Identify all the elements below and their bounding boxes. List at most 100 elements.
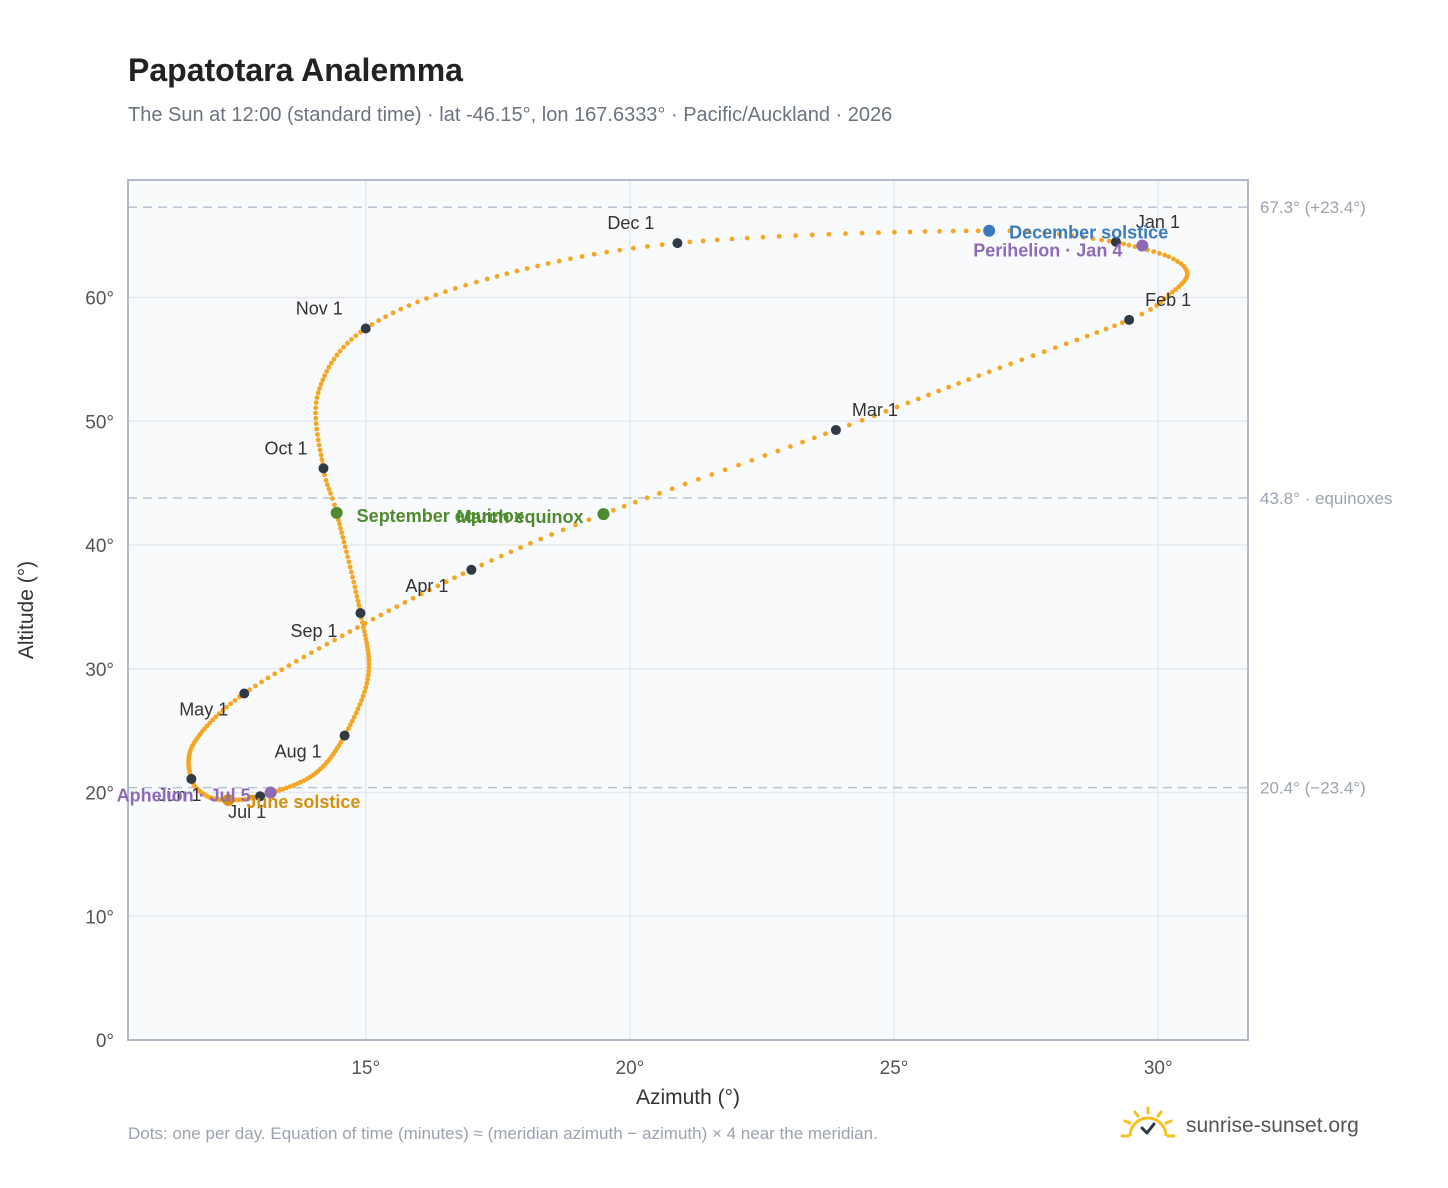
daily-dot bbox=[331, 356, 337, 362]
daily-dot bbox=[324, 482, 330, 488]
event-marker bbox=[264, 786, 277, 799]
daily-dot bbox=[695, 476, 701, 482]
daily-dot bbox=[318, 381, 324, 387]
event-marker bbox=[222, 793, 235, 806]
daily-dot bbox=[956, 380, 962, 386]
daily-dot bbox=[322, 373, 328, 379]
daily-dot bbox=[341, 539, 347, 545]
daily-dot bbox=[573, 522, 578, 528]
daily-dot bbox=[353, 710, 359, 716]
daily-dot bbox=[568, 256, 573, 262]
daily-dot bbox=[352, 584, 358, 590]
month-label: Dec 1 bbox=[607, 213, 654, 233]
daily-dot bbox=[272, 671, 278, 677]
daily-dot bbox=[365, 676, 371, 682]
daily-dot bbox=[348, 569, 354, 575]
daily-dot bbox=[907, 229, 913, 235]
daily-dot bbox=[418, 591, 424, 597]
daily-dot bbox=[1041, 349, 1047, 355]
daily-dot bbox=[1139, 311, 1145, 317]
daily-dot bbox=[800, 439, 806, 445]
daily-dot bbox=[346, 726, 351, 731]
month-label: Jun 1 bbox=[157, 785, 201, 805]
x-tick-label: 20° bbox=[616, 1058, 645, 1079]
daily-dot bbox=[398, 306, 404, 312]
daily-dot bbox=[338, 525, 343, 531]
daily-dot bbox=[749, 457, 755, 463]
daily-dot bbox=[442, 289, 448, 295]
y-tick-label: 30° bbox=[85, 660, 114, 681]
daily-dot bbox=[1084, 333, 1090, 339]
daily-dot bbox=[498, 553, 504, 559]
daily-dot bbox=[349, 337, 354, 342]
daily-dot bbox=[793, 233, 799, 239]
daily-dot bbox=[736, 462, 741, 468]
chart-subtitle: The Sun at 12:00 (standard time) · lat -… bbox=[128, 104, 893, 126]
daily-dot bbox=[1169, 289, 1175, 295]
event-marker bbox=[330, 506, 343, 519]
daily-dot bbox=[228, 701, 234, 707]
daily-dot bbox=[508, 549, 514, 555]
daily-dot bbox=[293, 658, 299, 664]
reference-line-label: 67.3° (+23.4°) bbox=[1260, 198, 1366, 217]
daily-dot bbox=[360, 693, 366, 699]
daily-dot bbox=[279, 667, 285, 673]
daily-dot bbox=[744, 235, 750, 241]
daily-dot bbox=[315, 437, 321, 443]
daily-dot bbox=[319, 457, 325, 463]
daily-dot bbox=[366, 661, 372, 667]
daily-dot bbox=[284, 785, 289, 791]
daily-dot bbox=[714, 237, 720, 243]
daily-dot bbox=[323, 477, 329, 483]
plot-border bbox=[127, 179, 1249, 1041]
daily-dot bbox=[376, 318, 382, 323]
daily-dot bbox=[433, 292, 439, 298]
daily-dot bbox=[366, 658, 372, 663]
brand[interactable]: sunrise-sunset.org bbox=[1120, 1106, 1359, 1146]
y-tick-label: 50° bbox=[85, 412, 114, 433]
month-marker bbox=[239, 688, 250, 699]
daily-dot bbox=[232, 697, 238, 703]
daily-dot bbox=[344, 549, 349, 555]
daily-dot bbox=[644, 243, 650, 249]
daily-dot bbox=[313, 421, 319, 427]
daily-dot bbox=[369, 322, 375, 327]
daily-dot bbox=[366, 651, 371, 656]
daily-dot bbox=[340, 534, 346, 540]
daily-dot bbox=[386, 608, 392, 614]
daily-dot bbox=[644, 495, 650, 501]
daily-dot bbox=[946, 384, 952, 390]
brand-name: sunrise-sunset.org bbox=[1186, 1114, 1359, 1137]
daily-dot bbox=[762, 453, 768, 458]
daily-dot bbox=[322, 472, 328, 478]
daily-dot bbox=[1176, 284, 1182, 290]
daily-dot bbox=[479, 562, 485, 568]
chart-title: Papatotara Analemma bbox=[128, 52, 463, 88]
event-label: Aphelion · Jul 5 bbox=[117, 786, 251, 806]
daily-dot bbox=[280, 786, 286, 792]
daily-dot bbox=[259, 679, 264, 685]
daily-dot bbox=[216, 711, 222, 716]
x-tick-label: 25° bbox=[880, 1058, 909, 1079]
month-label: Feb 1 bbox=[1145, 290, 1191, 310]
daily-dot bbox=[317, 447, 323, 453]
daily-dot bbox=[361, 628, 367, 634]
daily-dot bbox=[1052, 345, 1058, 351]
daily-dot bbox=[383, 314, 389, 320]
event-label: March equinox bbox=[456, 507, 583, 527]
daily-dot bbox=[351, 714, 357, 720]
event-marker bbox=[1136, 239, 1149, 252]
month-label: Jan 1 bbox=[1136, 212, 1180, 232]
daily-dot bbox=[249, 795, 255, 801]
daily-dot bbox=[460, 571, 466, 577]
daily-dot bbox=[337, 521, 342, 527]
daily-dot bbox=[1121, 241, 1127, 247]
daily-dot bbox=[823, 431, 828, 437]
daily-dot bbox=[975, 228, 981, 234]
daily-dot bbox=[776, 233, 782, 239]
daily-dot bbox=[324, 641, 330, 647]
daily-dot bbox=[859, 417, 865, 423]
month-marker bbox=[255, 791, 266, 802]
daily-dot bbox=[1069, 233, 1075, 238]
month-marker bbox=[466, 564, 477, 575]
